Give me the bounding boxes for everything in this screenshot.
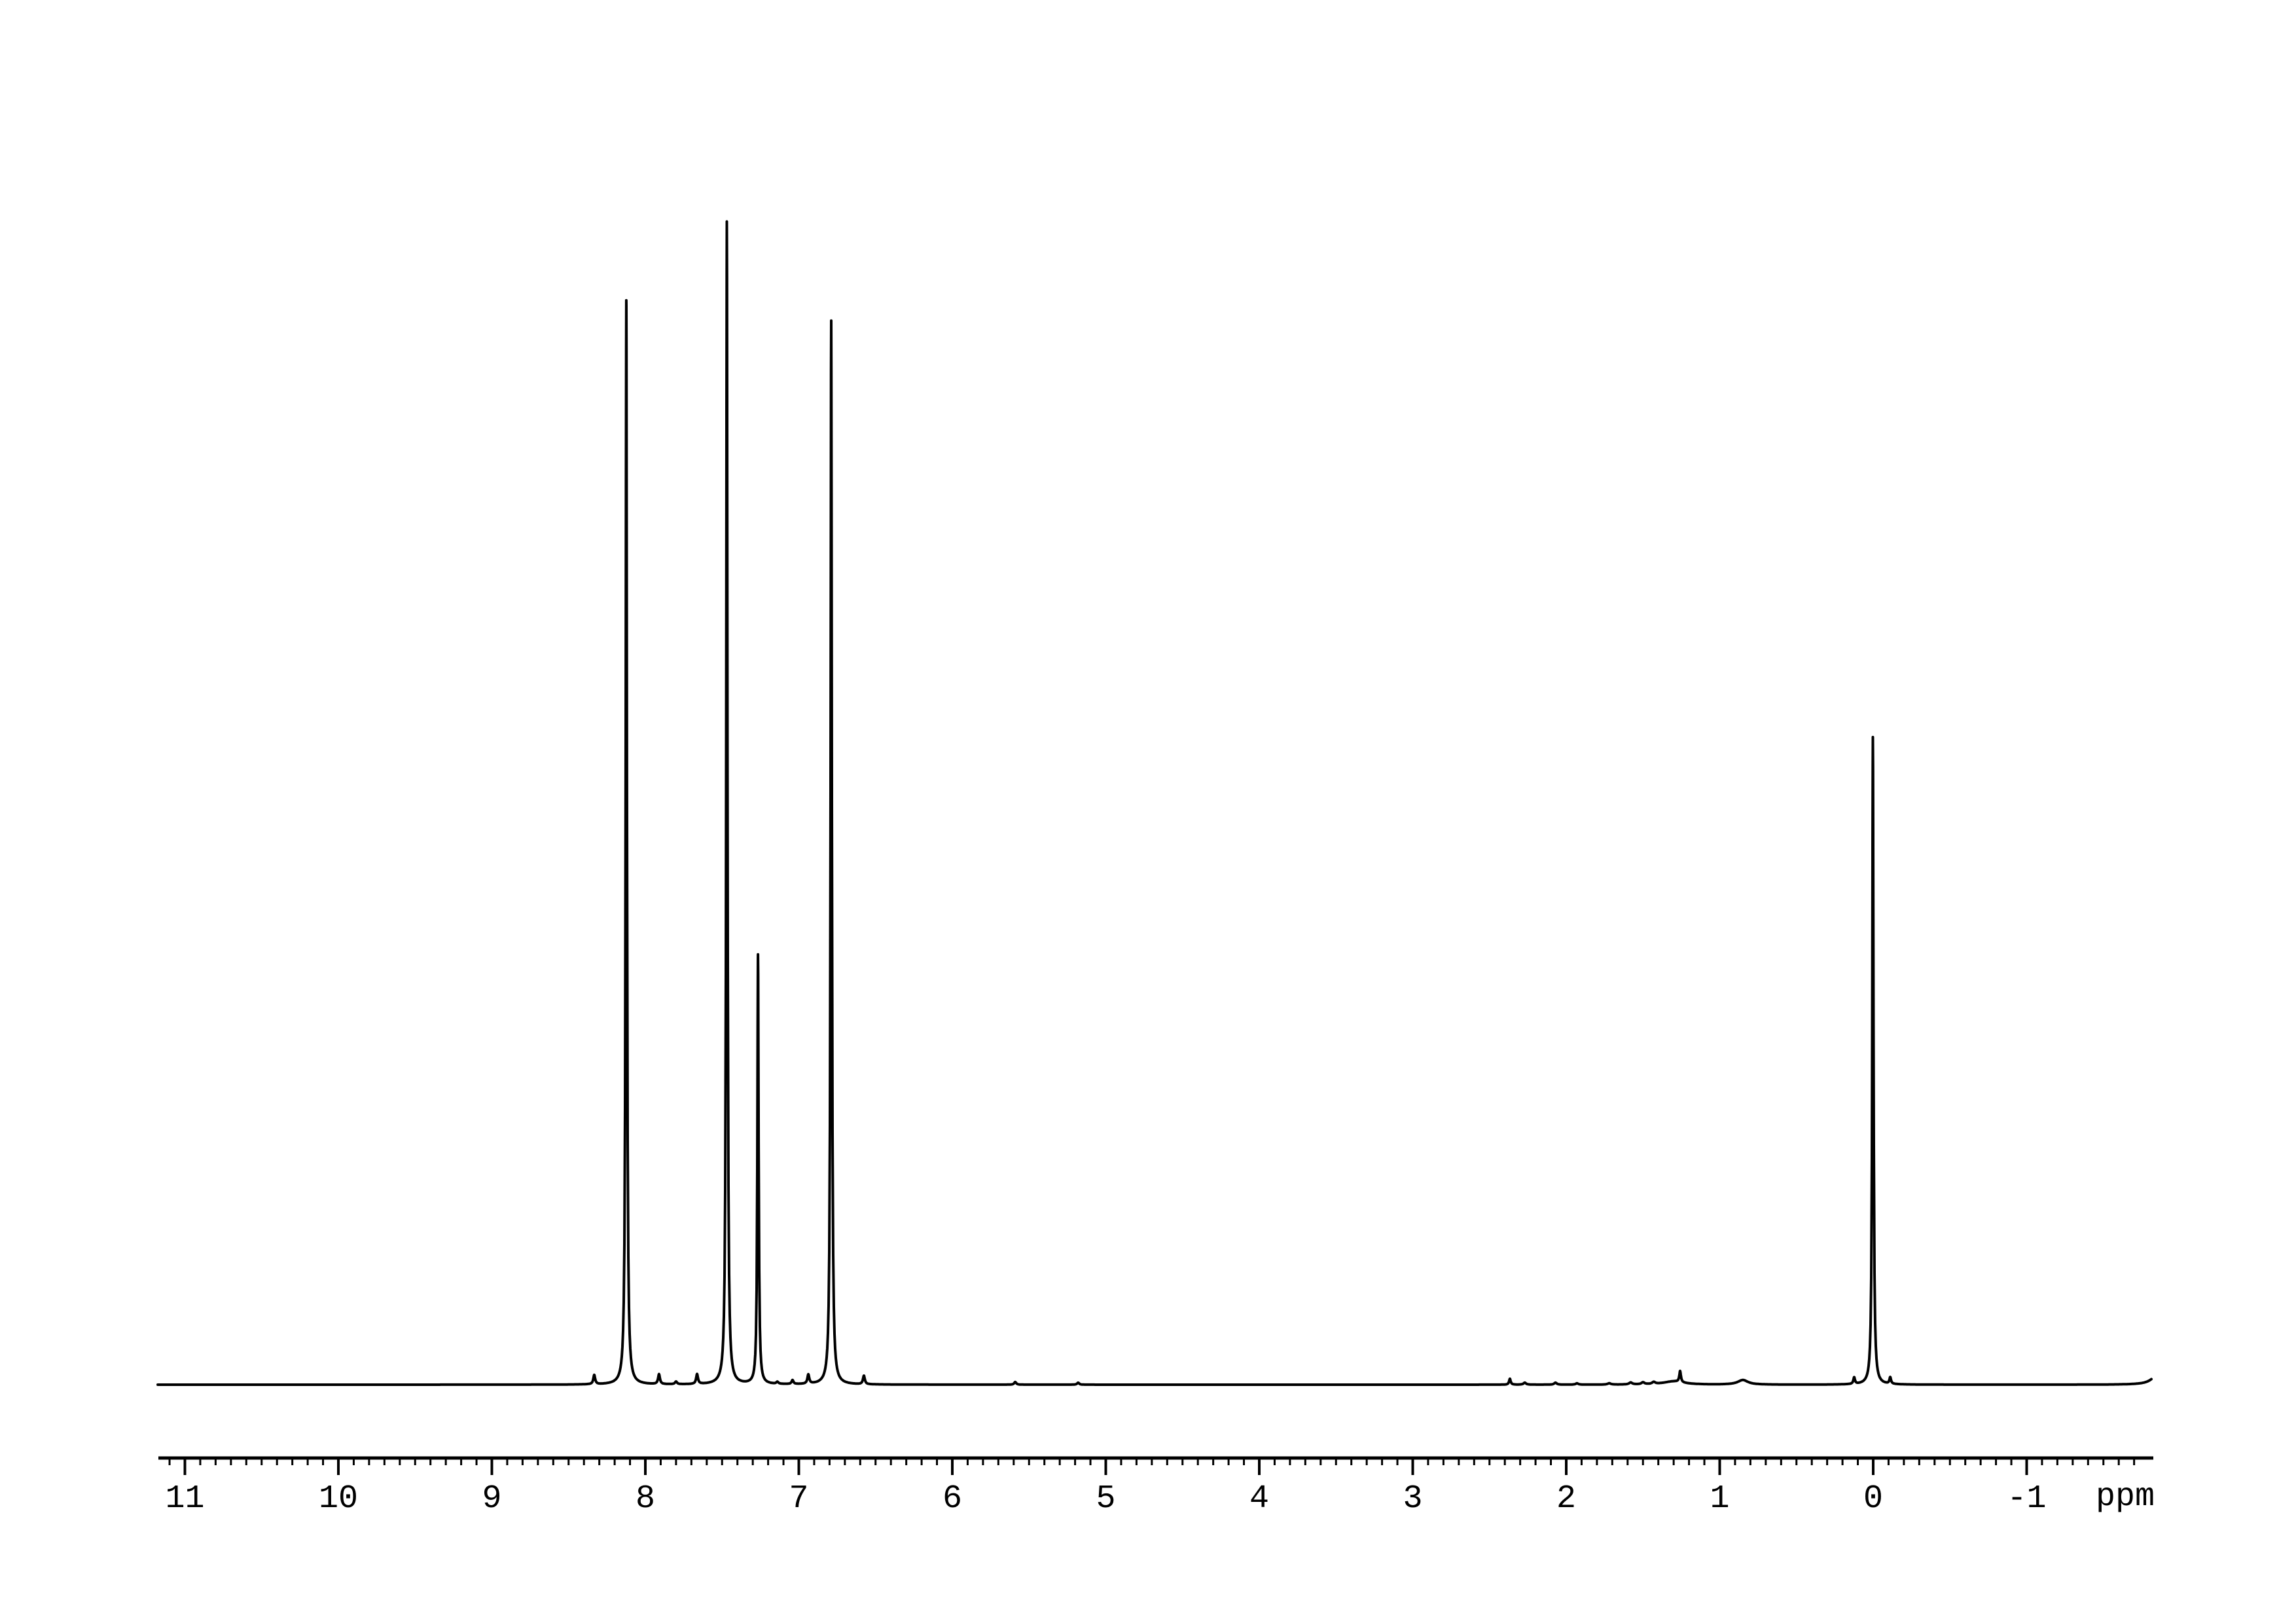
- x-axis-tick-label: 0: [1863, 1480, 1883, 1518]
- x-axis-tick-label: 6: [942, 1480, 962, 1518]
- x-axis-tick-label: 3: [1403, 1480, 1422, 1518]
- spectrum-trace: [156, 220, 2153, 1386]
- x-axis-tick-label: -1: [2007, 1480, 2046, 1518]
- x-axis-tick-label: 5: [1096, 1480, 1115, 1518]
- x-axis-tick-label: 9: [482, 1480, 501, 1518]
- x-axis-tick-label: 1: [1710, 1480, 1729, 1518]
- x-axis-tick-label: 10: [319, 1480, 358, 1518]
- x-axis-tick-label: 4: [1249, 1480, 1269, 1518]
- x-axis: 11 10 9 8 7 6 5 4 3 2 1 0 -1: [158, 1456, 2153, 1518]
- x-axis-unit-label: ppm: [2095, 1478, 2155, 1516]
- x-axis-tick-label: 7: [789, 1480, 808, 1518]
- x-axis-tick-label: 2: [1556, 1480, 1576, 1518]
- x-axis-tick-label: 8: [636, 1480, 655, 1518]
- x-axis-tick-label: 11: [165, 1480, 204, 1518]
